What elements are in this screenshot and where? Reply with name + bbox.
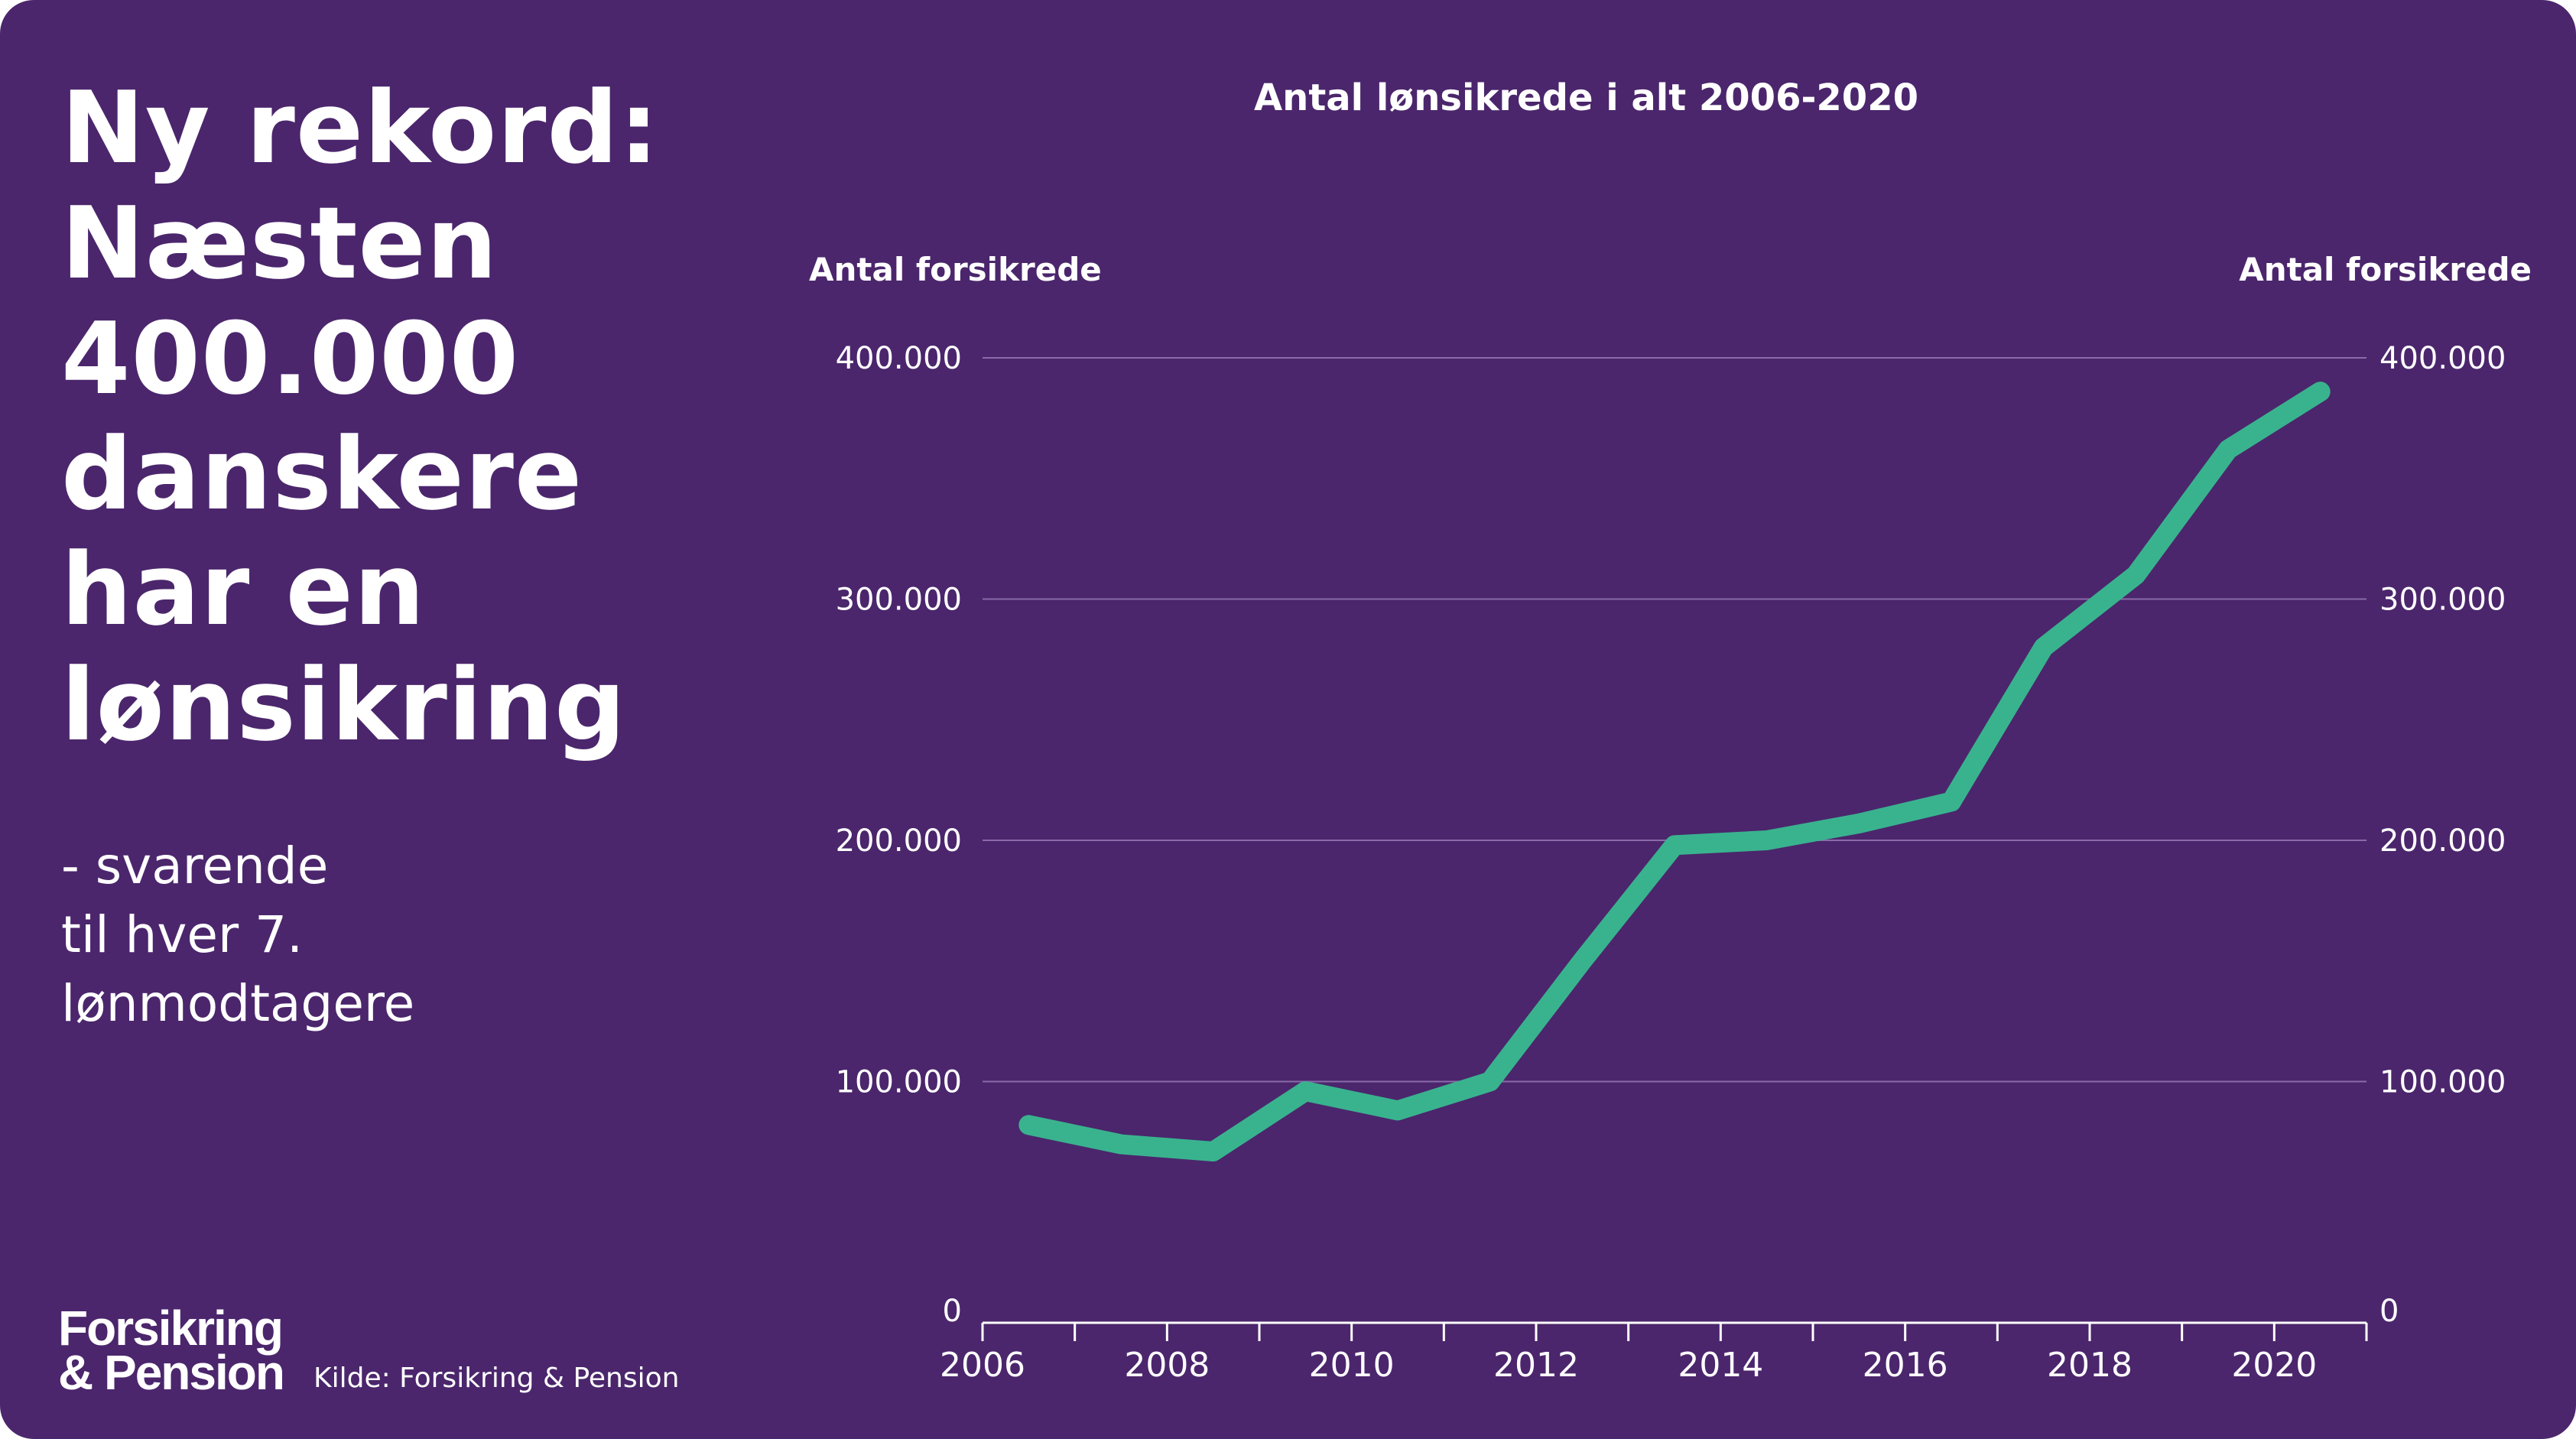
- subtitle-line: lønmodtagere: [61, 974, 415, 1033]
- gridlines: [983, 357, 2366, 1083]
- subtitle: - svarende til hver 7. lønmodtagere: [61, 832, 596, 1038]
- headline-line: 400.000: [61, 300, 520, 417]
- y-axis-title-right: Antal forsikrede: [2239, 251, 2532, 288]
- x-axis: [981, 1321, 2368, 1341]
- headline-line: lønsikring: [61, 647, 627, 763]
- headline-line: Næsten: [61, 185, 499, 301]
- headline-line: har en: [61, 531, 426, 648]
- logo-line: Forsikring: [58, 1301, 284, 1356]
- x-tick-label: 2012: [1493, 1346, 1579, 1385]
- x-tick-label: 2018: [2047, 1346, 2133, 1385]
- x-tick-label: 2008: [1124, 1346, 1210, 1385]
- x-tick-label: 2010: [1309, 1346, 1395, 1385]
- x-axis-ticks: 2006 2008 2010 2012 2014 2016 2018 2020: [940, 1346, 2317, 1385]
- data-point: [1674, 844, 1675, 846]
- logo-line: & Pension: [58, 1345, 285, 1400]
- y-tick-label-right: 0: [2379, 1294, 2399, 1329]
- x-tick-label: 2006: [940, 1346, 1025, 1385]
- chart-title: Antal lønsikrede i alt 2006-2020: [1254, 76, 1918, 119]
- headline: Ny rekord: Næsten 400.000 danskere har e…: [61, 70, 734, 763]
- data-point: [1951, 801, 1952, 803]
- series: [1018, 382, 2331, 1161]
- headline-line: danskere: [61, 416, 583, 532]
- data-point: [1304, 1090, 1307, 1093]
- data-point: [2319, 391, 2321, 393]
- y-tick-label-left: 200.000: [836, 823, 962, 859]
- y-tick-label-left: 0: [943, 1294, 962, 1329]
- forsikring-pension-logo: Forsikring & Pension: [58, 1301, 285, 1400]
- source-note: Kilde: Forsikring & Pension: [313, 1363, 680, 1394]
- headline-line: Ny rekord:: [61, 70, 660, 186]
- data-point: [1028, 1124, 1030, 1126]
- data-point: [2135, 573, 2137, 576]
- y-axis-title-left: Antal forsikrede: [809, 251, 1102, 288]
- x-tick-label: 2016: [1863, 1346, 1948, 1385]
- subtitle-line: - svarende: [61, 836, 329, 895]
- y-tick-label-right: 200.000: [2379, 823, 2506, 859]
- data-point: [2227, 448, 2229, 450]
- data-point: [1581, 960, 1584, 962]
- data-point: [1212, 1150, 1214, 1152]
- data-point: [2042, 646, 2045, 648]
- data-point: [1766, 840, 1768, 841]
- y-tick-label-left: 100.000: [836, 1065, 962, 1100]
- y-tick-label-left: 300.000: [836, 583, 962, 618]
- data-point: [1397, 1109, 1398, 1112]
- y-tick-label-right: 300.000: [2379, 583, 2506, 618]
- data-point: [1489, 1080, 1491, 1083]
- y-axis-ticks: 0 0 100.000 100.000 200.000 200.000 300.000 300…: [836, 341, 2506, 1329]
- x-tick-label: 2020: [2231, 1346, 2317, 1385]
- y-tick-label-left: 400.000: [836, 341, 962, 376]
- data-point: [1858, 822, 1860, 824]
- x-tick-label: 2014: [1678, 1346, 1763, 1385]
- data-point: [1120, 1143, 1122, 1145]
- y-tick-label-right: 400.000: [2379, 341, 2506, 376]
- series-line: [1018, 382, 2331, 1161]
- y-tick-label-right: 100.000: [2379, 1065, 2506, 1100]
- subtitle-line: til hver 7.: [61, 905, 304, 964]
